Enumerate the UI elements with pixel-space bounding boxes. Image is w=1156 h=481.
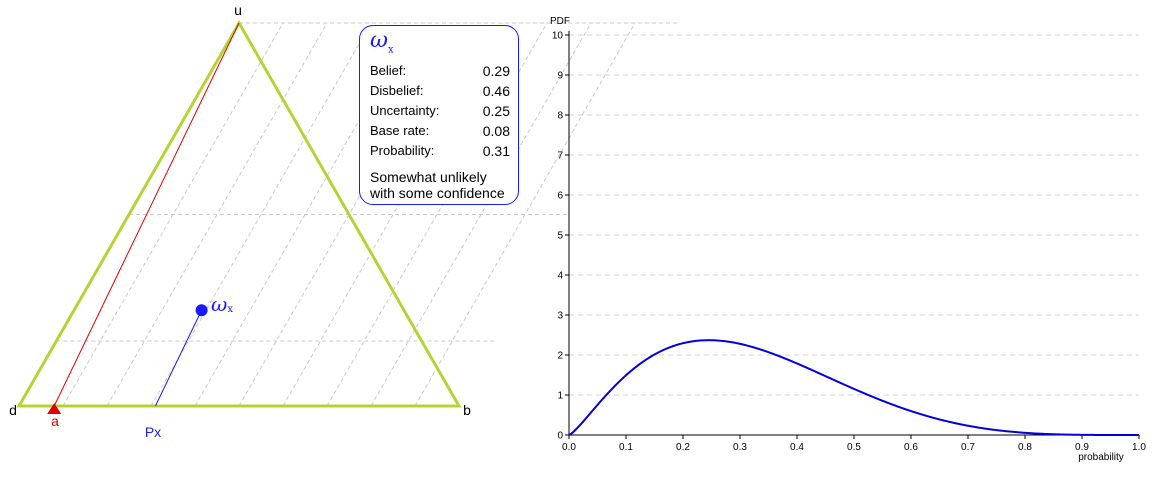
vertex-d-label: d	[9, 402, 17, 418]
x-axis-label: probability	[1078, 452, 1124, 463]
x-tick-labels: 0.0 0.1 0.2 0.3 0.4 0.5 0.6 0.7 0.8 0.9 1.0	[562, 442, 1146, 453]
opinion-description: Somewhat unlikely with some confidence	[370, 169, 505, 202]
y-tick-label: 2	[557, 351, 563, 362]
y-tick-label: 5	[557, 231, 563, 242]
opinion-triangle	[16, 19, 462, 414]
x-tick-label: 0.1	[619, 442, 633, 453]
y-tick-label: 10	[552, 31, 564, 42]
base-rate-marker	[47, 403, 62, 414]
base-rate-row: Base rate: 0.08	[370, 121, 510, 141]
x-tick-label: 0.3	[733, 442, 747, 453]
belief-value: 0.29	[482, 63, 510, 80]
belief-row: Belief: 0.29	[370, 61, 510, 81]
y-tick-label: 7	[557, 151, 563, 162]
probability-value: 0.31	[482, 143, 510, 160]
triangle-grid-line	[150, 22, 372, 407]
x-tick-label: 0.7	[961, 442, 975, 453]
probability-label: Probability:	[370, 143, 435, 159]
y-tick-label: 6	[557, 191, 563, 202]
vertex-u-label: u	[234, 2, 242, 18]
chart-gridlines	[569, 34, 1139, 396]
x-tick-label: 0.0	[562, 442, 576, 453]
triangle-outline	[16, 19, 462, 408]
base-rate-label: a	[51, 413, 59, 429]
y-tick-labels: 0 1 2 3 4 5 6 7 8 9 10	[552, 31, 564, 442]
y-tick-label: 1	[557, 391, 563, 402]
disbelief-label: Disbelief:	[370, 83, 424, 99]
x-tick-label: 0.2	[676, 442, 690, 453]
opinion-point-label: ωx	[211, 292, 233, 316]
chart-series	[568, 339, 1139, 436]
belief-label: Belief:	[370, 63, 407, 79]
vertex-b-label: b	[463, 402, 471, 418]
disbelief-row: Disbelief: 0.46	[370, 81, 510, 101]
base-rate-value: 0.08	[482, 123, 510, 140]
opinion-point	[195, 304, 208, 317]
disbelief-value: 0.46	[482, 83, 510, 100]
projection-label: Px	[145, 424, 161, 440]
triangle-grid-line	[282, 22, 504, 407]
y-tick-label: 8	[557, 111, 563, 122]
pdf-chart: 0.0 0.1 0.2 0.3 0.4 0.5 0.6 0.7 0.8 0.9 1.0 0 1 2 3 4 5…	[550, 16, 1146, 463]
y-axis-label: PDF	[550, 16, 570, 27]
pdf-curve	[568, 339, 1139, 436]
x-tick-label: 0.6	[904, 442, 918, 453]
projection-line	[154, 310, 203, 407]
probability-row: Probability: 0.31	[370, 141, 510, 161]
x-tick-label: 0.5	[847, 442, 861, 453]
opinion-symbol: ωx	[370, 28, 394, 56]
base-rate-row-label: Base rate:	[370, 123, 430, 139]
x-tick-label: 1.0	[1132, 442, 1146, 453]
uncertainty-value: 0.25	[482, 103, 510, 120]
y-tick-label: 9	[557, 71, 563, 82]
y-tick-label: 0	[557, 431, 563, 442]
uncertainty-row: Uncertainty: 0.25	[370, 101, 510, 121]
y-tick-label: 3	[557, 311, 563, 322]
chart-axes	[565, 31, 1140, 439]
base-rate-director-line	[53, 22, 240, 407]
x-tick-label: 0.8	[1018, 442, 1032, 453]
opinion-info-box: ωx Belief: 0.29 Disbelief: 0.46 Uncertaint…	[359, 25, 519, 205]
uncertainty-label: Uncertainty:	[370, 103, 440, 119]
y-tick-label: 4	[557, 271, 563, 282]
x-tick-label: 0.4	[790, 442, 804, 453]
x-tick-label: 0.9	[1075, 442, 1089, 453]
